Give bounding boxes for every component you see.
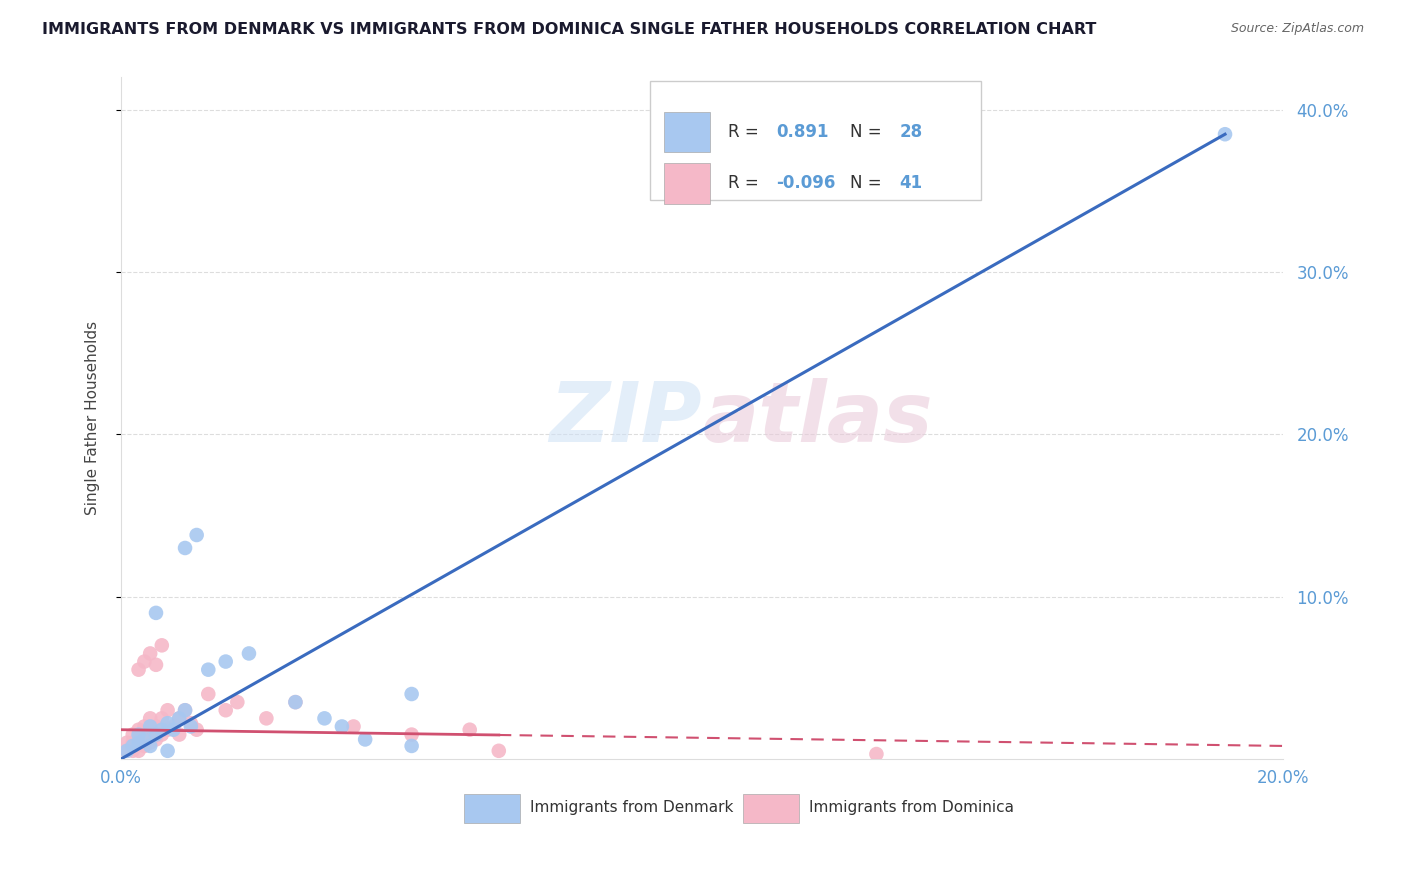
Point: [197, 663, 219, 677]
Point: [115, 744, 138, 758]
Point: [150, 723, 173, 737]
FancyBboxPatch shape: [664, 162, 710, 203]
Point: [167, 711, 190, 725]
Point: [314, 711, 336, 725]
Text: 41: 41: [900, 174, 922, 192]
Point: [284, 695, 307, 709]
Point: [401, 687, 423, 701]
Point: [134, 732, 156, 747]
Point: [180, 719, 202, 733]
Point: [121, 736, 143, 750]
Point: [156, 703, 179, 717]
Point: [139, 739, 162, 753]
Text: -0.096: -0.096: [776, 174, 837, 192]
Point: [226, 695, 249, 709]
Point: [150, 638, 173, 652]
Text: ZIP: ZIP: [550, 377, 702, 458]
Text: Immigrants from Dominica: Immigrants from Dominica: [808, 800, 1014, 815]
Point: [1213, 127, 1236, 141]
Point: [145, 728, 167, 742]
Text: Source: ZipAtlas.com: Source: ZipAtlas.com: [1230, 22, 1364, 36]
Point: [134, 739, 156, 753]
Point: [139, 711, 162, 725]
Point: [174, 703, 197, 717]
Point: [156, 716, 179, 731]
Point: [162, 719, 184, 733]
Point: [156, 723, 179, 737]
Point: [238, 647, 260, 661]
Point: [342, 719, 364, 733]
Point: [145, 719, 167, 733]
FancyBboxPatch shape: [464, 795, 520, 823]
Point: [167, 711, 190, 725]
Text: N =: N =: [849, 174, 887, 192]
Text: IMMIGRANTS FROM DENMARK VS IMMIGRANTS FROM DOMINICA SINGLE FATHER HOUSEHOLDS COR: IMMIGRANTS FROM DENMARK VS IMMIGRANTS FR…: [42, 22, 1097, 37]
Point: [197, 687, 219, 701]
Text: N =: N =: [849, 123, 887, 141]
Point: [186, 723, 208, 737]
Text: 28: 28: [900, 123, 922, 141]
Y-axis label: Single Father Households: Single Father Households: [86, 321, 100, 516]
FancyBboxPatch shape: [650, 81, 981, 200]
Text: atlas: atlas: [702, 377, 932, 458]
Point: [115, 736, 138, 750]
Text: 0.891: 0.891: [776, 123, 830, 141]
Point: [121, 739, 143, 753]
Point: [139, 647, 162, 661]
Point: [145, 732, 167, 747]
FancyBboxPatch shape: [742, 795, 799, 823]
Point: [150, 711, 173, 725]
Point: [128, 663, 150, 677]
Point: [330, 719, 353, 733]
Point: [150, 728, 173, 742]
Point: [401, 739, 423, 753]
FancyBboxPatch shape: [664, 112, 710, 153]
Point: [401, 728, 423, 742]
Point: [134, 655, 156, 669]
Point: [174, 703, 197, 717]
Point: [180, 716, 202, 731]
Point: [145, 657, 167, 672]
Point: [128, 728, 150, 742]
Point: [128, 736, 150, 750]
Point: [139, 736, 162, 750]
Point: [186, 528, 208, 542]
Point: [128, 744, 150, 758]
Point: [121, 728, 143, 742]
Point: [134, 728, 156, 742]
Point: [215, 703, 238, 717]
Point: [139, 723, 162, 737]
Point: [215, 655, 238, 669]
Point: [156, 744, 179, 758]
Point: [121, 744, 143, 758]
Point: [145, 606, 167, 620]
Point: [284, 695, 307, 709]
Point: [134, 719, 156, 733]
Point: [115, 744, 138, 758]
Point: [139, 719, 162, 733]
Point: [167, 728, 190, 742]
Point: [865, 747, 887, 761]
Point: [354, 732, 377, 747]
Point: [128, 732, 150, 747]
Point: [458, 723, 481, 737]
Text: Immigrants from Denmark: Immigrants from Denmark: [530, 800, 734, 815]
Point: [254, 711, 277, 725]
Point: [488, 744, 510, 758]
Point: [162, 723, 184, 737]
Point: [128, 723, 150, 737]
Text: R =: R =: [728, 174, 763, 192]
Text: R =: R =: [728, 123, 763, 141]
Point: [174, 541, 197, 555]
